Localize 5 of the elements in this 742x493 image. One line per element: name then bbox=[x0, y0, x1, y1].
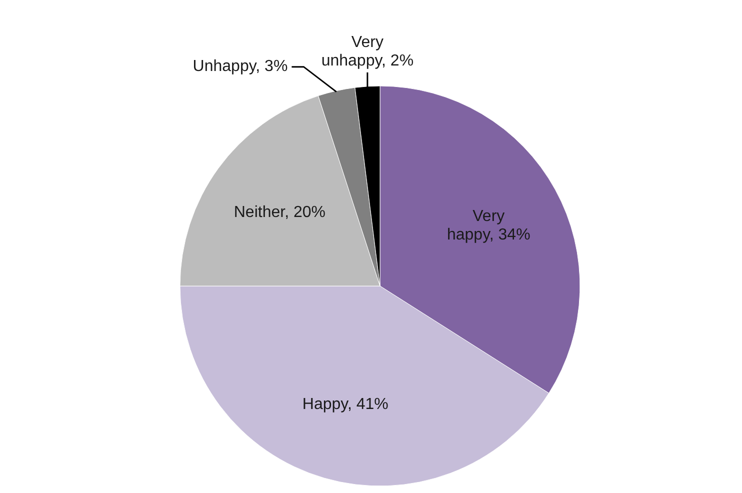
slice-label: Very unhappy, 2% bbox=[321, 34, 414, 70]
slice-label: Unhappy, 3% bbox=[192, 58, 288, 76]
slice-label: Happy, 41% bbox=[302, 396, 388, 414]
slice-label: Very happy, 34% bbox=[447, 208, 530, 244]
slice-label: Neither, 20% bbox=[234, 204, 326, 222]
